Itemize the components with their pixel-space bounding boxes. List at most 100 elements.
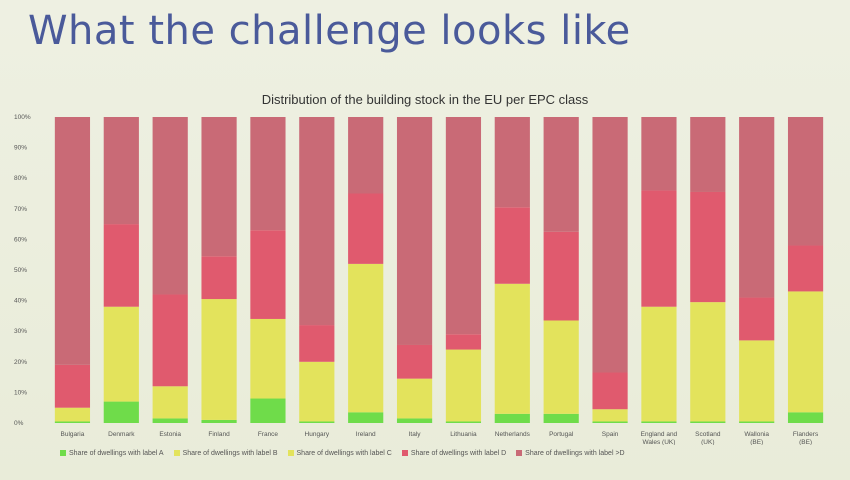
x-tick-label: Estonia — [159, 431, 181, 438]
bar-segment — [690, 421, 726, 423]
bar-segment — [299, 117, 335, 326]
bar-segment — [54, 421, 91, 423]
bar-segment — [690, 191, 726, 303]
bar-segment — [641, 190, 677, 307]
legend-item: Share of dwellings with label A — [60, 446, 164, 460]
bar-segment — [445, 334, 482, 350]
bar-segment — [201, 256, 237, 300]
y-tick-label: 60% — [14, 236, 27, 243]
x-tick-label: Wallonia (BE) — [744, 431, 769, 445]
x-tick-label: England and Wales (UK) — [641, 431, 678, 445]
bar-segment — [103, 117, 139, 225]
bar-segment — [250, 117, 286, 231]
legend-swatch — [287, 450, 294, 456]
bar-segment — [396, 378, 433, 419]
bar-segment — [250, 398, 286, 423]
bar-segment — [787, 412, 824, 423]
legend-label: Share of dwellings with label A — [69, 449, 164, 457]
bar-segment — [152, 117, 188, 295]
bar-segment — [348, 117, 384, 194]
chart-title: Distribution of the building stock in th… — [261, 92, 589, 107]
y-tick-label: 0% — [14, 420, 24, 427]
bar-segment — [690, 117, 726, 192]
x-tick-label: Lithuania — [450, 431, 477, 438]
x-tick-label: Flanders (BE) — [793, 431, 819, 445]
x-tick-label: Hungary — [305, 431, 330, 438]
legend-label: Share of dwellings with label C — [296, 449, 392, 457]
x-tick-label: Spain — [602, 431, 619, 438]
y-tick-label: 70% — [14, 206, 27, 213]
bar-segment — [299, 421, 335, 423]
legend: Share of dwellings with label A Share of … — [60, 446, 850, 460]
bar-segment — [494, 117, 530, 208]
legend-label: Share of dwellings with label B — [182, 449, 278, 457]
bar-segment — [739, 421, 775, 423]
bar-segment — [201, 419, 237, 423]
legend-swatch — [173, 450, 180, 456]
bar-segment — [152, 294, 188, 387]
bar-segment — [787, 245, 824, 292]
legend-item: Share of dwellings with label D — [401, 446, 507, 460]
slide-title: What the challenge looks like — [28, 8, 631, 54]
bar-segment — [250, 318, 286, 399]
y-axis: 0% 10% 20% 30% 40% 50% 60% 70% 80% 90% 100% — [14, 114, 31, 427]
bar-segment — [103, 306, 139, 402]
bars — [54, 117, 824, 423]
x-tick-label: Denmark — [108, 431, 135, 438]
bar-segment — [299, 325, 335, 362]
legend-swatch — [401, 450, 408, 456]
legend-item: Share of dwellings with label B — [173, 446, 278, 460]
bar-segment — [592, 372, 628, 410]
bar-segment — [299, 361, 335, 422]
bar-segment — [396, 117, 433, 345]
bar-segment — [54, 117, 91, 365]
bar-segment — [152, 386, 188, 419]
x-tick-label: Portugal — [549, 431, 574, 438]
bar-segment — [445, 349, 482, 422]
bar-segment — [348, 263, 384, 413]
bar-segment — [445, 117, 482, 335]
legend-label: Share of dwellings with label >D — [525, 449, 625, 457]
bar-segment — [592, 409, 628, 422]
legend-item: Share of dwellings with label >D — [516, 446, 625, 460]
bar-segment — [201, 299, 237, 420]
legend-label: Share of dwellings with label D — [410, 449, 507, 457]
bar-segment — [641, 306, 677, 422]
bar-segment — [152, 418, 188, 423]
y-tick-label: 100% — [14, 114, 31, 121]
legend-swatch — [516, 450, 523, 456]
bar-segment — [543, 320, 579, 414]
bar-segment — [787, 117, 824, 246]
bar-segment — [103, 224, 139, 307]
bar-segment — [201, 117, 237, 257]
x-tick-label: Finland — [208, 431, 230, 438]
bar-segment — [543, 231, 579, 321]
bar-segment — [103, 401, 139, 423]
x-tick-label: Scotland (UK) — [695, 431, 721, 445]
y-tick-label: 10% — [14, 389, 27, 396]
bar-segment — [787, 291, 824, 413]
y-tick-label: 50% — [14, 267, 27, 274]
bar-segment — [396, 344, 433, 379]
bar-segment — [592, 117, 628, 373]
bar-segment — [54, 364, 91, 408]
bar-segment — [348, 412, 384, 423]
x-tick-label: Netherlands — [495, 431, 531, 438]
bar-segment — [739, 340, 775, 422]
x-tick-label: Italy — [409, 431, 422, 438]
bar-segment — [641, 117, 677, 191]
x-tick-label: France — [258, 431, 279, 438]
x-axis-labels: Bulgaria Denmark Estonia Finland France Hunga… — [61, 431, 819, 445]
y-tick-label: 40% — [14, 298, 27, 305]
bar-segment — [348, 193, 384, 264]
bar-segment — [494, 207, 530, 284]
bar-segment — [250, 230, 286, 319]
bar-segment — [739, 297, 775, 341]
bar-segment — [445, 421, 482, 423]
x-tick-label: Bulgaria — [61, 431, 85, 438]
y-tick-label: 90% — [14, 145, 27, 152]
y-tick-label: 30% — [14, 328, 27, 335]
bar-segment — [690, 302, 726, 422]
bar-segment — [54, 407, 91, 422]
y-tick-label: 20% — [14, 359, 27, 366]
